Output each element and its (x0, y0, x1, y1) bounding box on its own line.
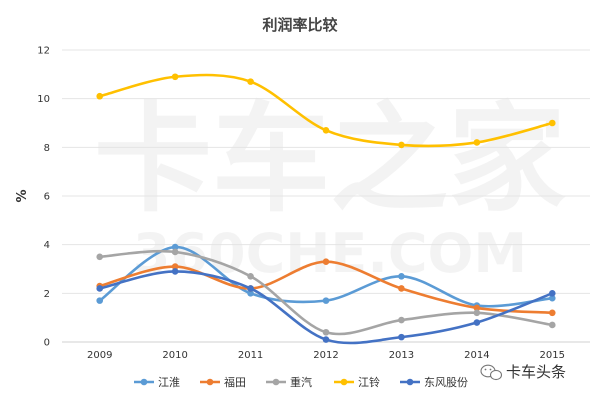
data-point (548, 119, 556, 127)
data-point (171, 268, 179, 275)
data-point (247, 78, 254, 85)
legend-swatch-marker (206, 378, 214, 386)
data-point (398, 141, 405, 149)
data-point (322, 336, 330, 343)
data-point (473, 319, 481, 326)
y-tick-label: 6 (44, 192, 50, 203)
brand-name: 卡车头条 (506, 363, 566, 381)
y-tick-label: 8 (44, 143, 50, 154)
data-point (96, 297, 104, 304)
data-point (322, 297, 330, 304)
data-point (398, 273, 405, 280)
legend-item: 重汽 (266, 375, 312, 389)
legend-label: 东风股份 (424, 376, 468, 389)
data-point (548, 290, 556, 297)
series-重汽 (96, 248, 556, 336)
data-point (473, 139, 481, 146)
legend-item: 东风股份 (400, 376, 468, 389)
data-point (473, 304, 481, 312)
series-东风股份 (96, 268, 556, 345)
chart-title: 利润率比较 (262, 16, 337, 34)
series-layer (96, 73, 556, 345)
legend-label: 江淮 (158, 376, 180, 389)
series-江铃 (96, 73, 556, 149)
data-point (171, 248, 179, 256)
x-tick-labels: 2009 2010 2011 2012 2013 2014 2015 (87, 350, 565, 361)
y-tick-labels: 0 2 4 6 8 10 12 (37, 46, 50, 349)
data-point (398, 333, 405, 341)
legend-swatch-marker (272, 378, 280, 386)
data-point (322, 328, 330, 336)
legend: 江淮 福田 重汽 江铃 东风股份 (134, 375, 468, 389)
legend-label: 江铃 (358, 375, 380, 389)
watermark-sub: 360CHE.COM (133, 222, 527, 285)
data-point (171, 73, 179, 81)
data-point (247, 273, 254, 280)
x-tick-label: 2011 (238, 350, 263, 361)
y-tick-label: 12 (37, 46, 50, 57)
x-tick-label: 2009 (87, 350, 112, 361)
data-point (96, 92, 104, 100)
data-point (171, 243, 179, 251)
data-point (322, 258, 330, 266)
data-point (473, 309, 481, 317)
watermark-main: 卡车之家 (94, 90, 566, 228)
legend-swatch-marker (406, 378, 414, 386)
legend-swatch-marker (140, 378, 148, 386)
data-point (548, 309, 556, 317)
data-point (247, 290, 254, 297)
legend-item: 福田 (200, 375, 246, 389)
legend-item: 江淮 (134, 376, 180, 389)
grid-lines (62, 49, 590, 343)
y-tick-label: 10 (37, 94, 50, 105)
brand: 卡车头条 (480, 363, 566, 381)
data-point (247, 285, 254, 292)
legend-label: 重汽 (290, 375, 312, 389)
data-point (398, 316, 405, 324)
x-tick-label: 2014 (464, 350, 489, 361)
legend-label: 福田 (224, 375, 246, 389)
legend-item: 江铃 (334, 375, 380, 389)
y-axis-label: % (15, 189, 30, 202)
wechat-icon (480, 364, 503, 381)
data-point (171, 263, 179, 270)
data-point (548, 294, 556, 302)
data-point (398, 285, 405, 292)
y-tick-label: 0 (44, 338, 50, 349)
data-point (96, 285, 104, 292)
data-point (322, 127, 330, 134)
y-tick-label: 4 (44, 240, 50, 251)
data-point (96, 253, 104, 261)
x-tick-label: 2015 (540, 350, 565, 361)
x-tick-label: 2013 (389, 350, 414, 361)
y-tick-label: 2 (44, 289, 50, 300)
legend-swatch-marker (340, 378, 348, 386)
x-tick-label: 2010 (162, 350, 187, 361)
x-tick-label: 2012 (313, 350, 338, 361)
data-point (548, 321, 556, 329)
